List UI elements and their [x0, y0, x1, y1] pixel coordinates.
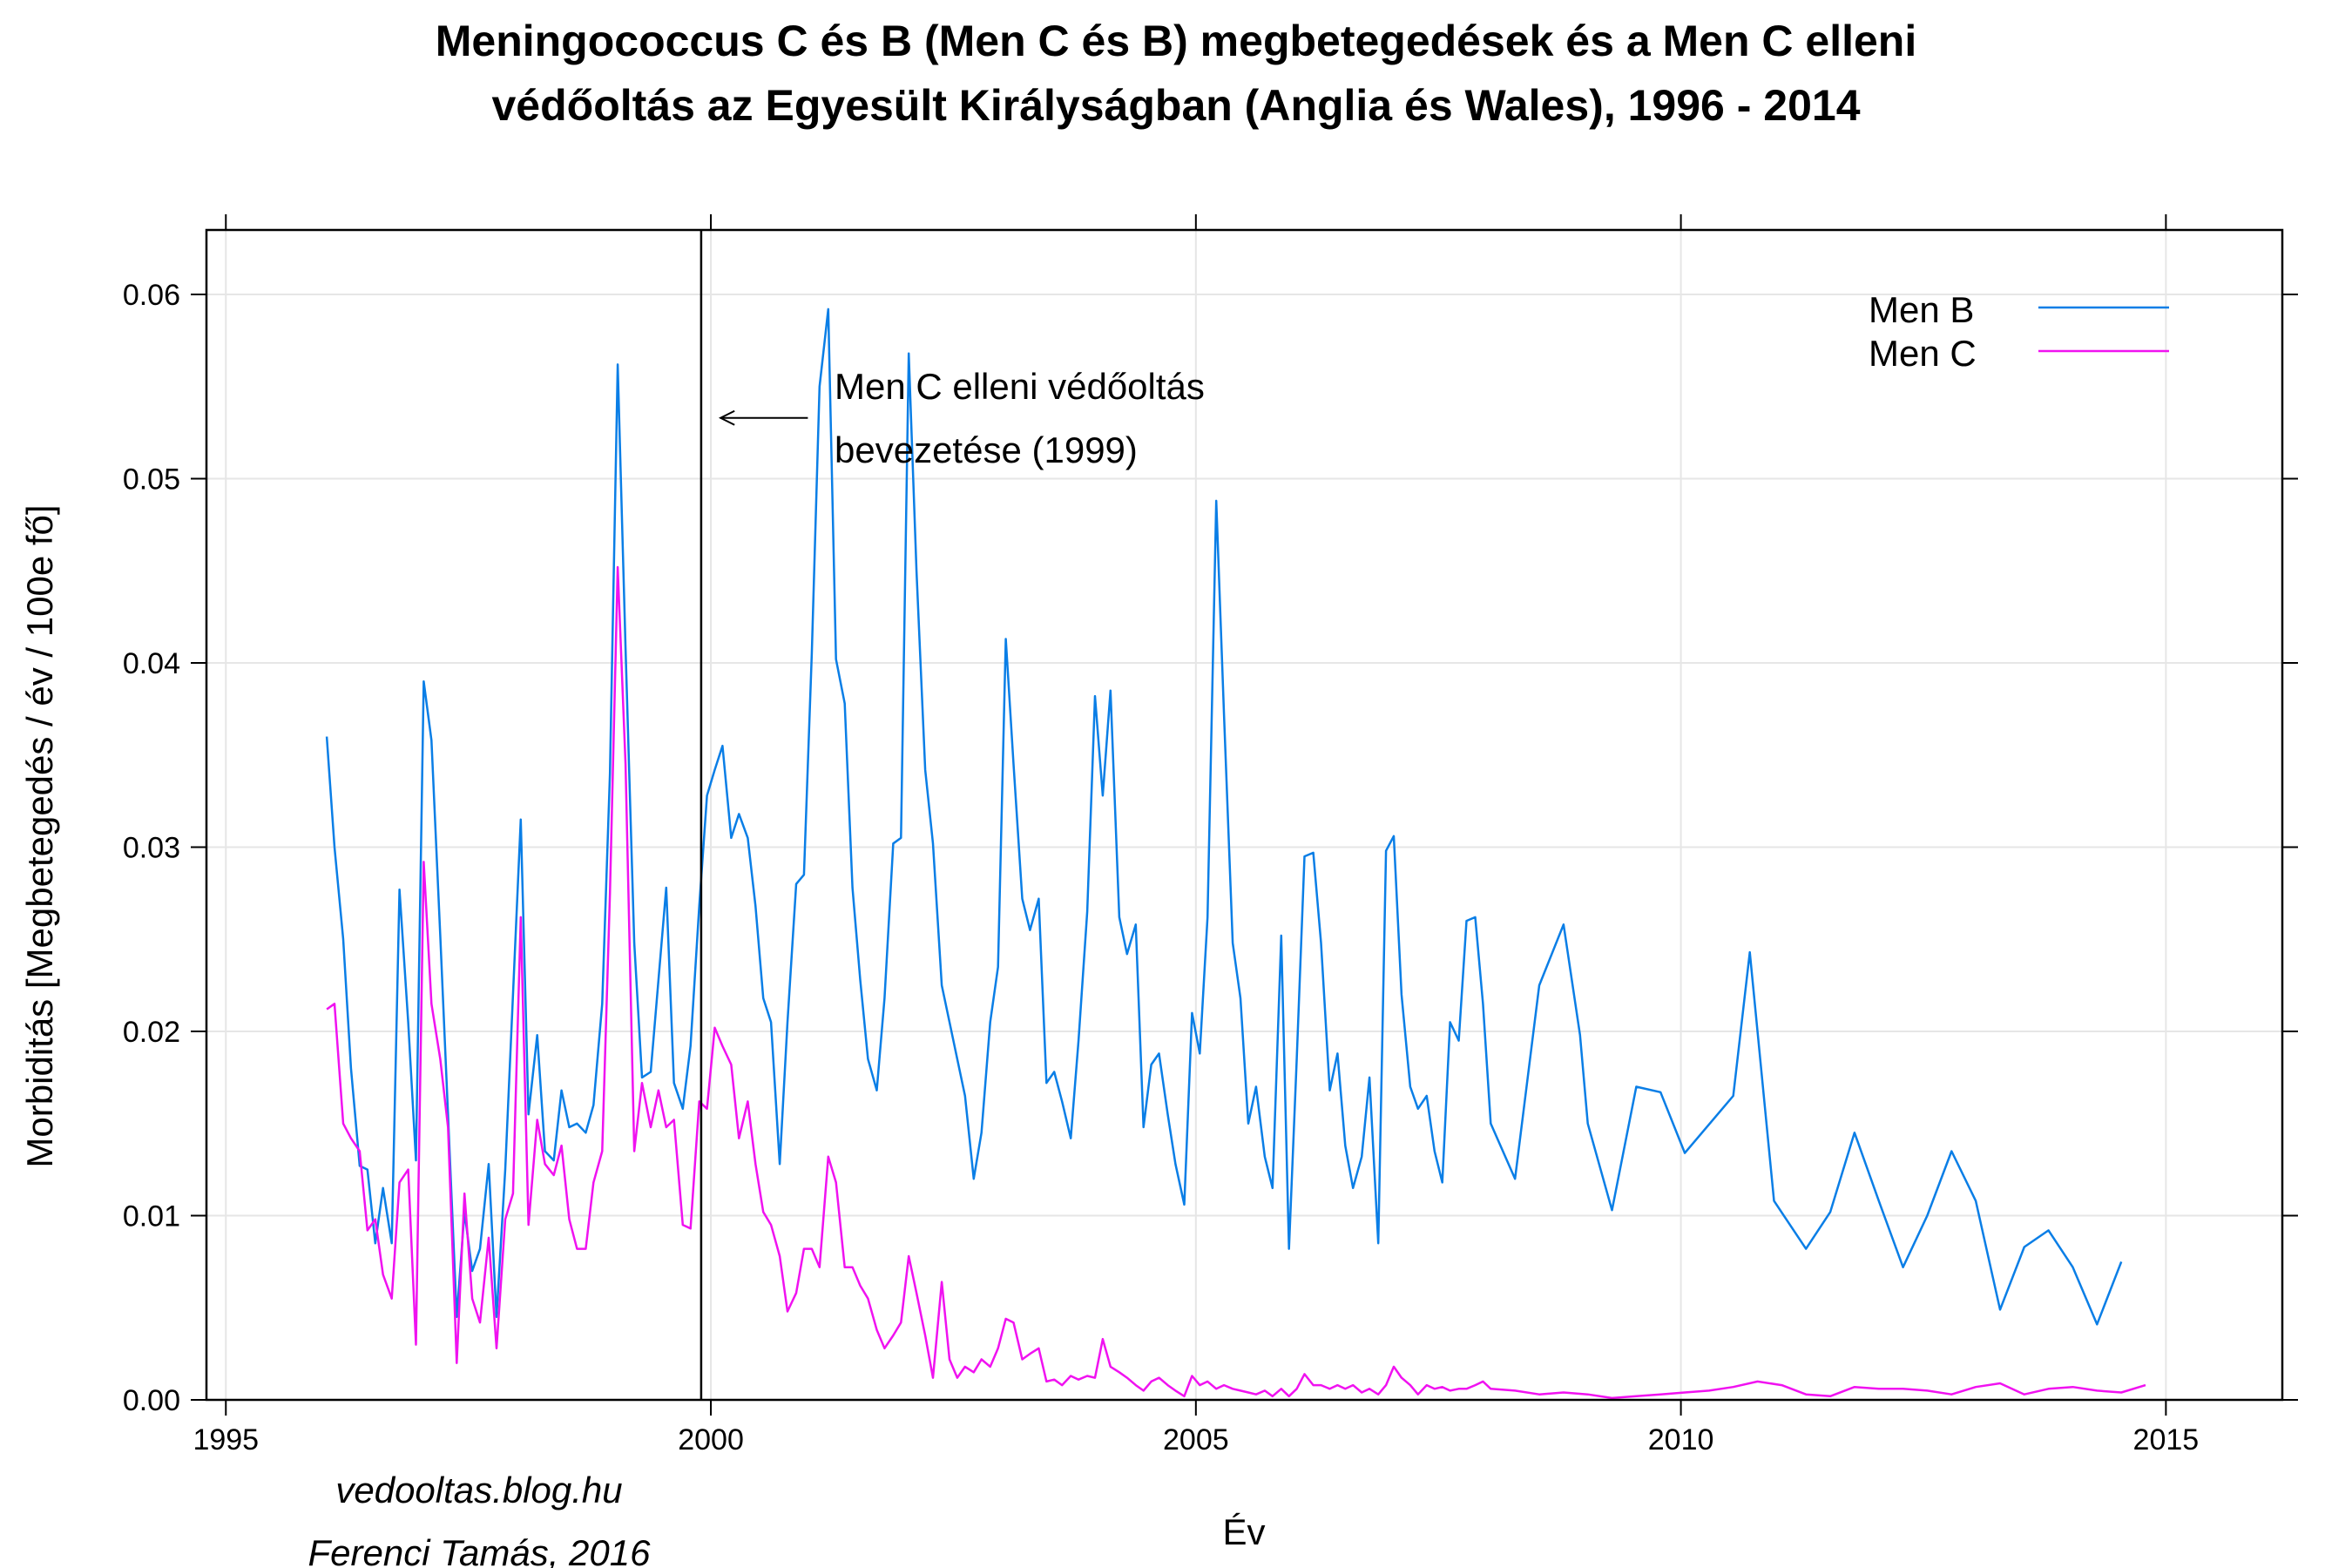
legend: Men B Men C [1869, 289, 2169, 374]
y-tick-label: 0.01 [123, 1200, 180, 1233]
x-tick-label: 1995 [193, 1423, 259, 1456]
credit-author: Ferenci Tamás, 2016 [308, 1532, 652, 1568]
chart-title-line1: Meningococcus C és B (Men C és B) megbet… [436, 17, 1917, 65]
annotation-arrowhead [718, 409, 735, 426]
grid [206, 230, 2282, 1401]
x-tick-label: 2015 [2133, 1423, 2200, 1456]
y-tick-label: 0.03 [123, 832, 180, 865]
annotation: Men C elleni védőoltás bevezetése (1999) [718, 366, 1205, 470]
legend-label-men-b: Men B [1869, 289, 1974, 330]
plot-frame [205, 228, 2284, 1402]
chart-title-line2: védőoltás az Egyesült Királyságban (Angl… [492, 81, 1861, 130]
x-tick-label: 2010 [1648, 1423, 1714, 1456]
annotation-line2: bevezetése (1999) [835, 429, 1138, 470]
y-tick-label: 0.05 [123, 463, 180, 497]
legend-label-men-c: Men C [1869, 333, 1977, 374]
axis-ticks: 1995 2000 2005 2010 2015 0.00 0.01 0.02 0.03 0.04… [123, 214, 2298, 1456]
y-tick-label: 0.02 [123, 1016, 180, 1049]
annotation-line1: Men C elleni védőoltás [835, 366, 1205, 407]
x-tick-label: 2005 [1163, 1423, 1229, 1456]
x-axis-label: Év [1222, 1511, 1265, 1552]
plot-border [205, 228, 2284, 1402]
y-tick-label: 0.04 [123, 647, 180, 680]
series-line-men-b [325, 308, 2123, 1326]
series-line-men-c [326, 565, 2146, 1400]
y-axis-label: Morbiditás [Megbetegedés / év / 100e fő] [19, 504, 60, 1167]
credit-blog: vedooltas.blog.hu [335, 1470, 622, 1511]
y-tick-label: 0.06 [123, 279, 180, 312]
y-tick-label: 0.00 [123, 1384, 180, 1417]
x-tick-label: 2000 [678, 1423, 744, 1456]
series-layer [325, 230, 2146, 1400]
